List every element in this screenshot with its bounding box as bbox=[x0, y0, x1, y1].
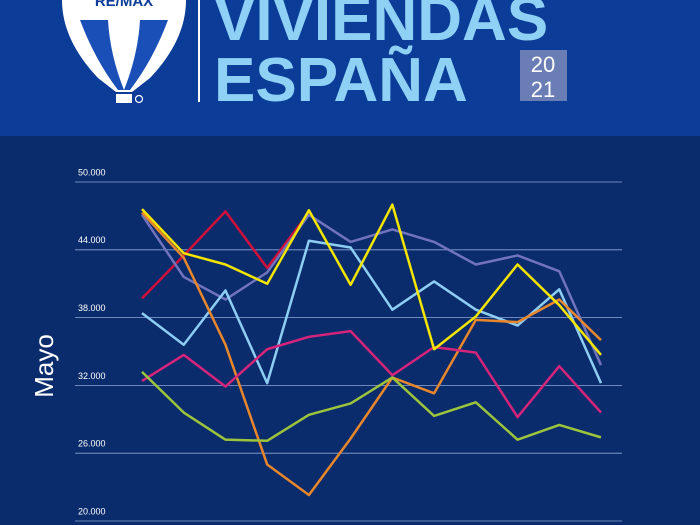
y-axis-label: Mayo bbox=[29, 334, 59, 398]
series-line bbox=[141, 210, 310, 300]
year-box bbox=[520, 50, 567, 101]
logo: RE/MAX bbox=[62, 0, 186, 104]
title-line1: VIVIENDAS bbox=[214, 0, 548, 54]
year-bottom: 21 bbox=[531, 77, 555, 102]
series-line bbox=[140, 213, 603, 366]
series-line bbox=[141, 211, 602, 497]
y-tick-label: 20.000 bbox=[78, 506, 106, 516]
y-tick-label: 38.000 bbox=[78, 303, 106, 313]
series-line bbox=[141, 203, 602, 356]
y-tick-label: 32.000 bbox=[78, 371, 106, 381]
series-line bbox=[141, 370, 602, 443]
year-top: 20 bbox=[531, 52, 555, 77]
y-tick-label: 50.000 bbox=[78, 167, 106, 177]
brand: RE/MAX bbox=[95, 0, 153, 10]
y-tick-label: 26.000 bbox=[78, 439, 106, 449]
series-line bbox=[141, 329, 602, 419]
y-tick-label: 44.000 bbox=[78, 235, 106, 245]
title-line2: ESPAÑA bbox=[214, 46, 468, 115]
